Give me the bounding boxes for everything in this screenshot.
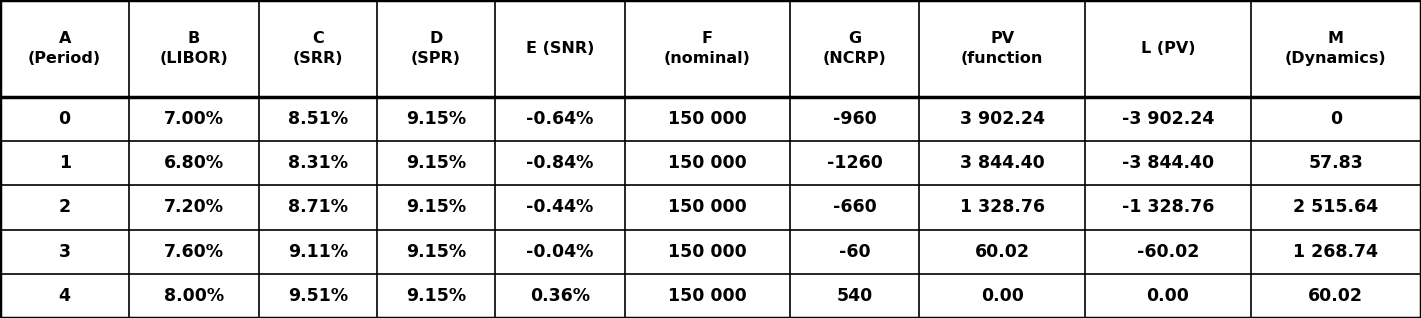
Text: 0: 0: [1330, 110, 1341, 128]
Text: E (SNR): E (SNR): [526, 41, 594, 56]
Text: 8.00%: 8.00%: [163, 287, 225, 305]
Text: -3 844.40: -3 844.40: [1121, 154, 1214, 172]
Text: 150 000: 150 000: [668, 154, 746, 172]
Text: A
(Period): A (Period): [28, 31, 101, 66]
Text: F
(nominal): F (nominal): [664, 31, 750, 66]
Text: 540: 540: [837, 287, 872, 305]
Text: 0: 0: [58, 110, 71, 128]
Text: 7.20%: 7.20%: [163, 198, 225, 217]
Text: -0.04%: -0.04%: [526, 243, 594, 261]
Text: 1 328.76: 1 328.76: [959, 198, 1044, 217]
Text: G
(NCRP): G (NCRP): [823, 31, 887, 66]
Text: 60.02: 60.02: [975, 243, 1030, 261]
Text: 9.15%: 9.15%: [406, 198, 466, 217]
Text: -1260: -1260: [827, 154, 882, 172]
Text: -60.02: -60.02: [1137, 243, 1199, 261]
Text: 1 268.74: 1 268.74: [1293, 243, 1378, 261]
Text: C
(SRR): C (SRR): [293, 31, 342, 66]
Text: -0.84%: -0.84%: [526, 154, 594, 172]
Text: 3: 3: [58, 243, 71, 261]
Text: -0.64%: -0.64%: [526, 110, 594, 128]
Text: 7.00%: 7.00%: [163, 110, 225, 128]
Text: -0.44%: -0.44%: [526, 198, 594, 217]
Text: 150 000: 150 000: [668, 110, 746, 128]
Text: 9.11%: 9.11%: [287, 243, 348, 261]
Text: PV
(function: PV (function: [961, 31, 1043, 66]
Text: -60: -60: [838, 243, 871, 261]
Text: 60.02: 60.02: [1309, 287, 1363, 305]
Text: -1 328.76: -1 328.76: [1121, 198, 1214, 217]
Text: -960: -960: [833, 110, 877, 128]
Text: M
(Dynamics): M (Dynamics): [1285, 31, 1387, 66]
Text: 8.51%: 8.51%: [287, 110, 348, 128]
Text: 2: 2: [58, 198, 71, 217]
Text: 9.15%: 9.15%: [406, 154, 466, 172]
Text: -3 902.24: -3 902.24: [1121, 110, 1214, 128]
Text: 3 902.24: 3 902.24: [959, 110, 1044, 128]
Text: 9.15%: 9.15%: [406, 110, 466, 128]
Text: 1: 1: [58, 154, 71, 172]
Text: 150 000: 150 000: [668, 287, 746, 305]
Text: L (PV): L (PV): [1141, 41, 1195, 56]
Text: 7.60%: 7.60%: [163, 243, 225, 261]
Text: 150 000: 150 000: [668, 243, 746, 261]
Text: 8.71%: 8.71%: [288, 198, 348, 217]
Text: 9.15%: 9.15%: [406, 243, 466, 261]
Text: 0.00: 0.00: [1147, 287, 1189, 305]
Text: 4: 4: [58, 287, 71, 305]
Text: 2 515.64: 2 515.64: [1293, 198, 1378, 217]
Text: B
(LIBOR): B (LIBOR): [159, 31, 229, 66]
Text: 3 844.40: 3 844.40: [961, 154, 1044, 172]
Text: 6.80%: 6.80%: [163, 154, 225, 172]
Text: 57.83: 57.83: [1309, 154, 1363, 172]
Text: 0.00: 0.00: [980, 287, 1023, 305]
Text: 9.51%: 9.51%: [287, 287, 348, 305]
Text: 0.36%: 0.36%: [530, 287, 590, 305]
Text: -660: -660: [833, 198, 877, 217]
Text: 8.31%: 8.31%: [288, 154, 348, 172]
Text: 150 000: 150 000: [668, 198, 746, 217]
Text: 9.15%: 9.15%: [406, 287, 466, 305]
Text: D
(SPR): D (SPR): [411, 31, 460, 66]
